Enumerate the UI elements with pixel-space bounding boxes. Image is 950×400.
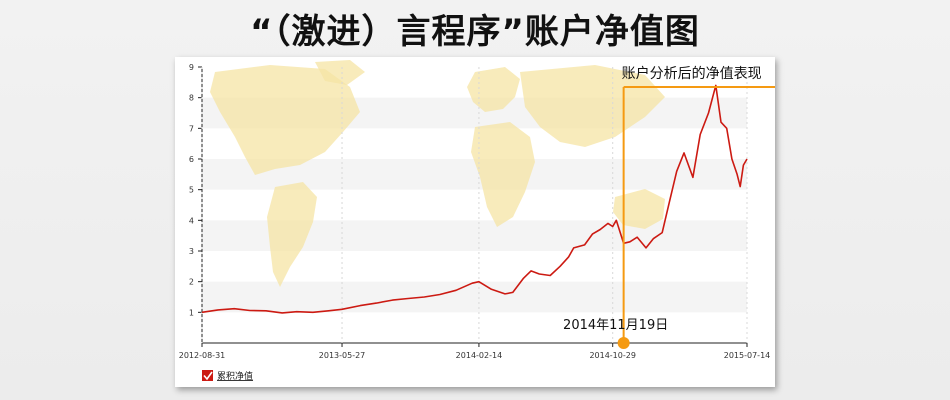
legend[interactable]: 累积净值 [202,370,253,382]
map-greenland [315,60,365,85]
x-tick-label: 2014-02-14 [456,351,503,360]
y-tick-label: 2 [189,278,194,287]
map-south-america [267,182,317,287]
y-ticks: 1 2 3 4 5 6 7 8 9 [189,63,202,317]
x-tick-label: 2013-05-27 [319,351,366,360]
y-tick-label: 9 [189,63,194,72]
annotation-layer: 2014年11月19日 账户分析后的净值表现 [563,65,823,349]
y-tick-label: 7 [189,124,194,133]
map-australia [613,189,665,229]
series-line [201,84,748,314]
grid-band [202,281,747,313]
x-tick-label: 2014-10-29 [589,351,636,360]
series-layer [201,84,748,314]
map-europe [467,67,520,112]
world-map-watermark [210,60,665,287]
marker-date-label: 2014年11月19日 [563,318,668,333]
y-tick-label: 4 [189,216,194,225]
y-tick-label: 3 [189,247,194,256]
nav-line-chart: 1 2 3 4 5 6 7 8 9 2012-08-31 2013-05-27 2014-02-14… [179,60,823,382]
map-north-america [210,65,360,175]
x-ticks: 2012-08-31 2013-05-27 2014-02-14 2014-10-29… [179,67,771,360]
y-tick-label: 5 [189,186,194,195]
y-tick-label: 8 [189,94,194,103]
chart-panel: 1 2 3 4 5 6 7 8 9 2012-08-31 2013-05-27 2014-02-14… [175,57,823,387]
y-tick-label: 6 [189,155,194,164]
x-tick-label: 2015-07-14 [724,351,771,360]
legend-checkbox-icon[interactable] [202,370,213,381]
legend-label[interactable]: 累积净值 [217,370,253,382]
callout-label: 账户分析后的净值表现 [622,65,762,82]
page-title: “（激进）言程序”账户净值图 [250,12,700,52]
map-asia [520,65,665,147]
marker-dot[interactable] [617,337,630,349]
y-tick-label: 1 [189,308,194,317]
x-tick-label: 2012-08-31 [179,351,226,360]
map-africa [471,122,535,227]
check-icon [203,371,213,381]
